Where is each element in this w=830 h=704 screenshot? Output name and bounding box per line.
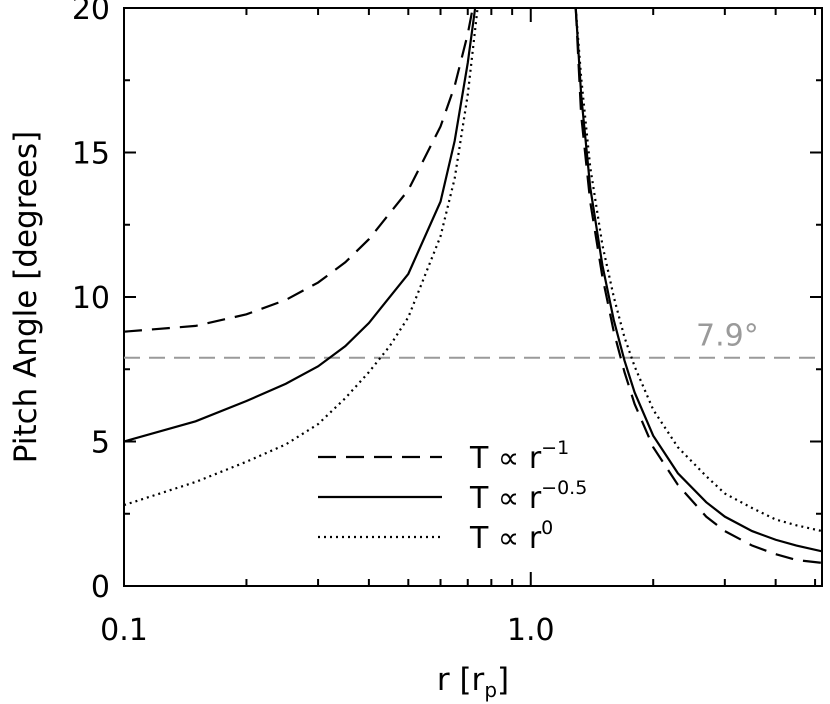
legend-label: T ∝ r−1 — [469, 437, 569, 476]
reference-line-label: 7.9° — [696, 319, 759, 354]
y-tick-label: 5 — [91, 426, 110, 461]
legend-label: T ∝ r−0.5 — [469, 477, 587, 516]
x-axis-label-sub: p — [484, 678, 497, 702]
series-2 — [124, 8, 822, 553]
y-tick-label: 10 — [72, 281, 110, 316]
series-line-right-branch — [574, 8, 822, 553]
series-group — [124, 8, 822, 564]
series-line-left-branch — [124, 8, 479, 507]
x-tick-label: 1.0 — [507, 613, 555, 648]
x-tick-label: 0.1 — [100, 613, 148, 648]
x-axis-label-base: r [r — [437, 662, 485, 698]
legend-label: T ∝ r0 — [469, 517, 553, 556]
y-axis-label: Pitch Angle [degrees] — [8, 131, 44, 463]
x-axis-label: r [rp] — [437, 662, 509, 702]
legend: T ∝ r−1T ∝ r−0.5T ∝ r0 — [318, 437, 587, 556]
series-3 — [124, 8, 822, 533]
series-1 — [124, 8, 822, 564]
y-tick-label: 0 — [91, 570, 110, 605]
series-line-right-branch — [574, 8, 822, 564]
axis-ticks: 0 5 10 15 20 0.1 1.0 — [72, 0, 822, 648]
series-line-right-branch — [574, 8, 822, 533]
y-tick-label: 15 — [72, 137, 110, 172]
y-tick-label: 20 — [72, 0, 110, 27]
x-axis-label-close: ] — [497, 662, 509, 698]
series-line-left-branch — [124, 8, 477, 443]
series-line-left-branch — [124, 8, 474, 333]
